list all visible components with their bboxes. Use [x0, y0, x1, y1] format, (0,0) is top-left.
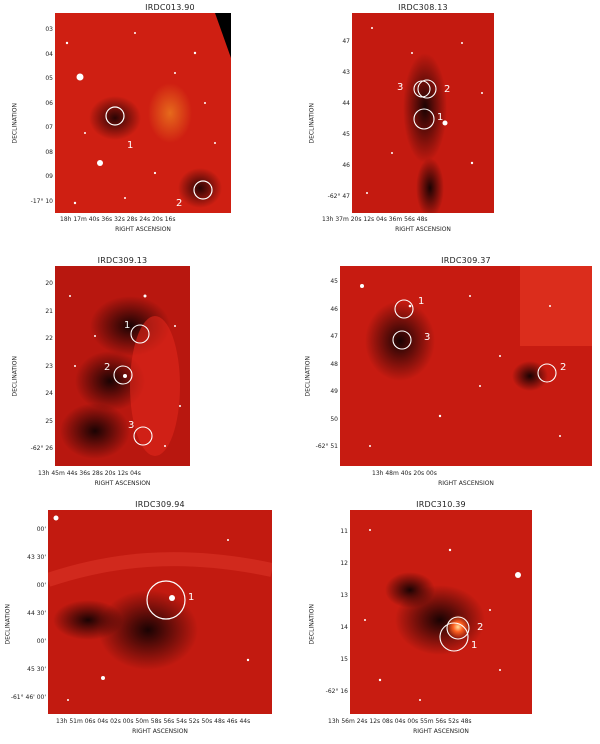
- source-label-3: 3: [397, 82, 404, 93]
- dec-axis-label: DECLINATION: [304, 356, 312, 397]
- dec-ticks: 47 43 44 45 46 -62° 47: [327, 38, 350, 200]
- infrared-image: [55, 266, 190, 466]
- source-label-2: 2: [477, 622, 484, 633]
- ra-axis-label: RIGHT ASCENSION: [413, 728, 469, 735]
- ra-ticks: 13h 51m 06s 04s 02s 00s 50m 58s 56s 54s …: [56, 718, 251, 725]
- source-label-2: 2: [560, 362, 567, 373]
- dec-axis-label: DECLINATION: [308, 103, 316, 144]
- dec-axis-label: DECLINATION: [308, 604, 316, 645]
- infrared-image-svg: [352, 13, 494, 213]
- ra-axis-label: RIGHT ASCENSION: [115, 226, 171, 233]
- source-label-2: 2: [444, 84, 451, 95]
- panel-title: IRDC309.94: [135, 500, 185, 509]
- ra-axis-label: RIGHT ASCENSION: [132, 728, 188, 735]
- panel-title: IRDC309.13: [97, 256, 148, 265]
- dec-axis-label: DECLINATION: [4, 604, 12, 645]
- ra-ticks: 13h 56m 24s 12s 08s 04s 00s 55m 56s 52s …: [328, 718, 472, 725]
- dec-ticks: 11 12 13 14 15 -62° 16: [325, 528, 348, 695]
- panel-title: IRDC013.90: [145, 3, 195, 12]
- source-label-1: 1: [124, 320, 131, 331]
- panel-irdc310-39: IRDC310.39 2 1 11 12 13 14 15 -62° 16 DECLINA…: [300, 496, 600, 744]
- dec-ticks: 45 46 47 48 49 50 -62° 51: [315, 278, 338, 450]
- source-label-2: 2: [176, 198, 183, 209]
- dec-ticks: 20 21 22 23 24 25 -62° 26: [30, 280, 53, 452]
- ra-axis-label: RIGHT ASCENSION: [94, 480, 151, 487]
- infrared-image: [340, 266, 592, 466]
- ra-axis-label: RIGHT ASCENSION: [438, 480, 494, 487]
- dec-ticks: 03 04 05 06 07 08 09 -17° 10: [30, 26, 53, 205]
- source-label-1: 1: [471, 640, 478, 651]
- panel-title: IRDC308.13: [398, 3, 448, 12]
- panel-irdc309-37: IRDC309.37 1 3 2 45 46 47 48 49 50 -62° 51 DEC…: [300, 248, 600, 493]
- infrared-image: [352, 13, 494, 213]
- infrared-image-svg: [350, 510, 532, 714]
- source-label-3: 3: [424, 332, 431, 343]
- infrared-image: [48, 510, 272, 714]
- infrared-image-svg: [48, 510, 272, 714]
- panel-irdc309-94: IRDC309.94 1 00' 43 30' 00' 44 30' 00' 45 30'…: [0, 496, 300, 744]
- ra-ticks: 13h 48m 40s 20s 00s: [372, 470, 437, 477]
- infrared-image: [55, 13, 231, 213]
- panel-irdc309-13: IRDC309.13 1 2 3 20 21 22 23 24 25 -62° 26 DEC…: [0, 248, 300, 493]
- infrared-image-svg: [340, 266, 592, 466]
- source-label-3: 3: [128, 420, 135, 431]
- source-label-1: 1: [437, 112, 444, 123]
- ra-ticks: 13h 45m 44s 36s 28s 20s 12s 04s: [38, 470, 141, 477]
- dec-ticks: 00' 43 30' 00' 44 30' 00' 45 30' -61° 46' 00': [10, 526, 46, 701]
- dec-axis-label: DECLINATION: [11, 356, 19, 397]
- source-label-1: 1: [188, 592, 195, 603]
- dec-axis-label: DECLINATION: [11, 103, 19, 144]
- panel-irdc013-90: IRDC013.90 1 2 03 04 05 06 07 08 09 -17° 10: [0, 0, 300, 245]
- ra-axis-label: RIGHT ASCENSION: [395, 226, 451, 233]
- infrared-image-svg: [55, 13, 231, 213]
- panel-title: IRDC310.39: [416, 500, 466, 509]
- panel-title: IRDC309.37: [441, 256, 491, 265]
- source-label-2: 2: [104, 362, 111, 373]
- source-label-1: 1: [418, 296, 425, 307]
- source-label-1: 1: [127, 140, 134, 151]
- infrared-image: [350, 510, 532, 714]
- panel-irdc308-13: IRDC308.13 3 2 1 47 43 44 45 46 -62° 47 DECLI…: [300, 0, 600, 245]
- ra-ticks: 18h 17m 40s 36s 32s 28s 24s 20s 16s: [60, 216, 176, 223]
- infrared-image-svg: [55, 266, 190, 466]
- ra-ticks: 13h 37m 20s 12s 04s 36m 56s 48s: [322, 216, 428, 223]
